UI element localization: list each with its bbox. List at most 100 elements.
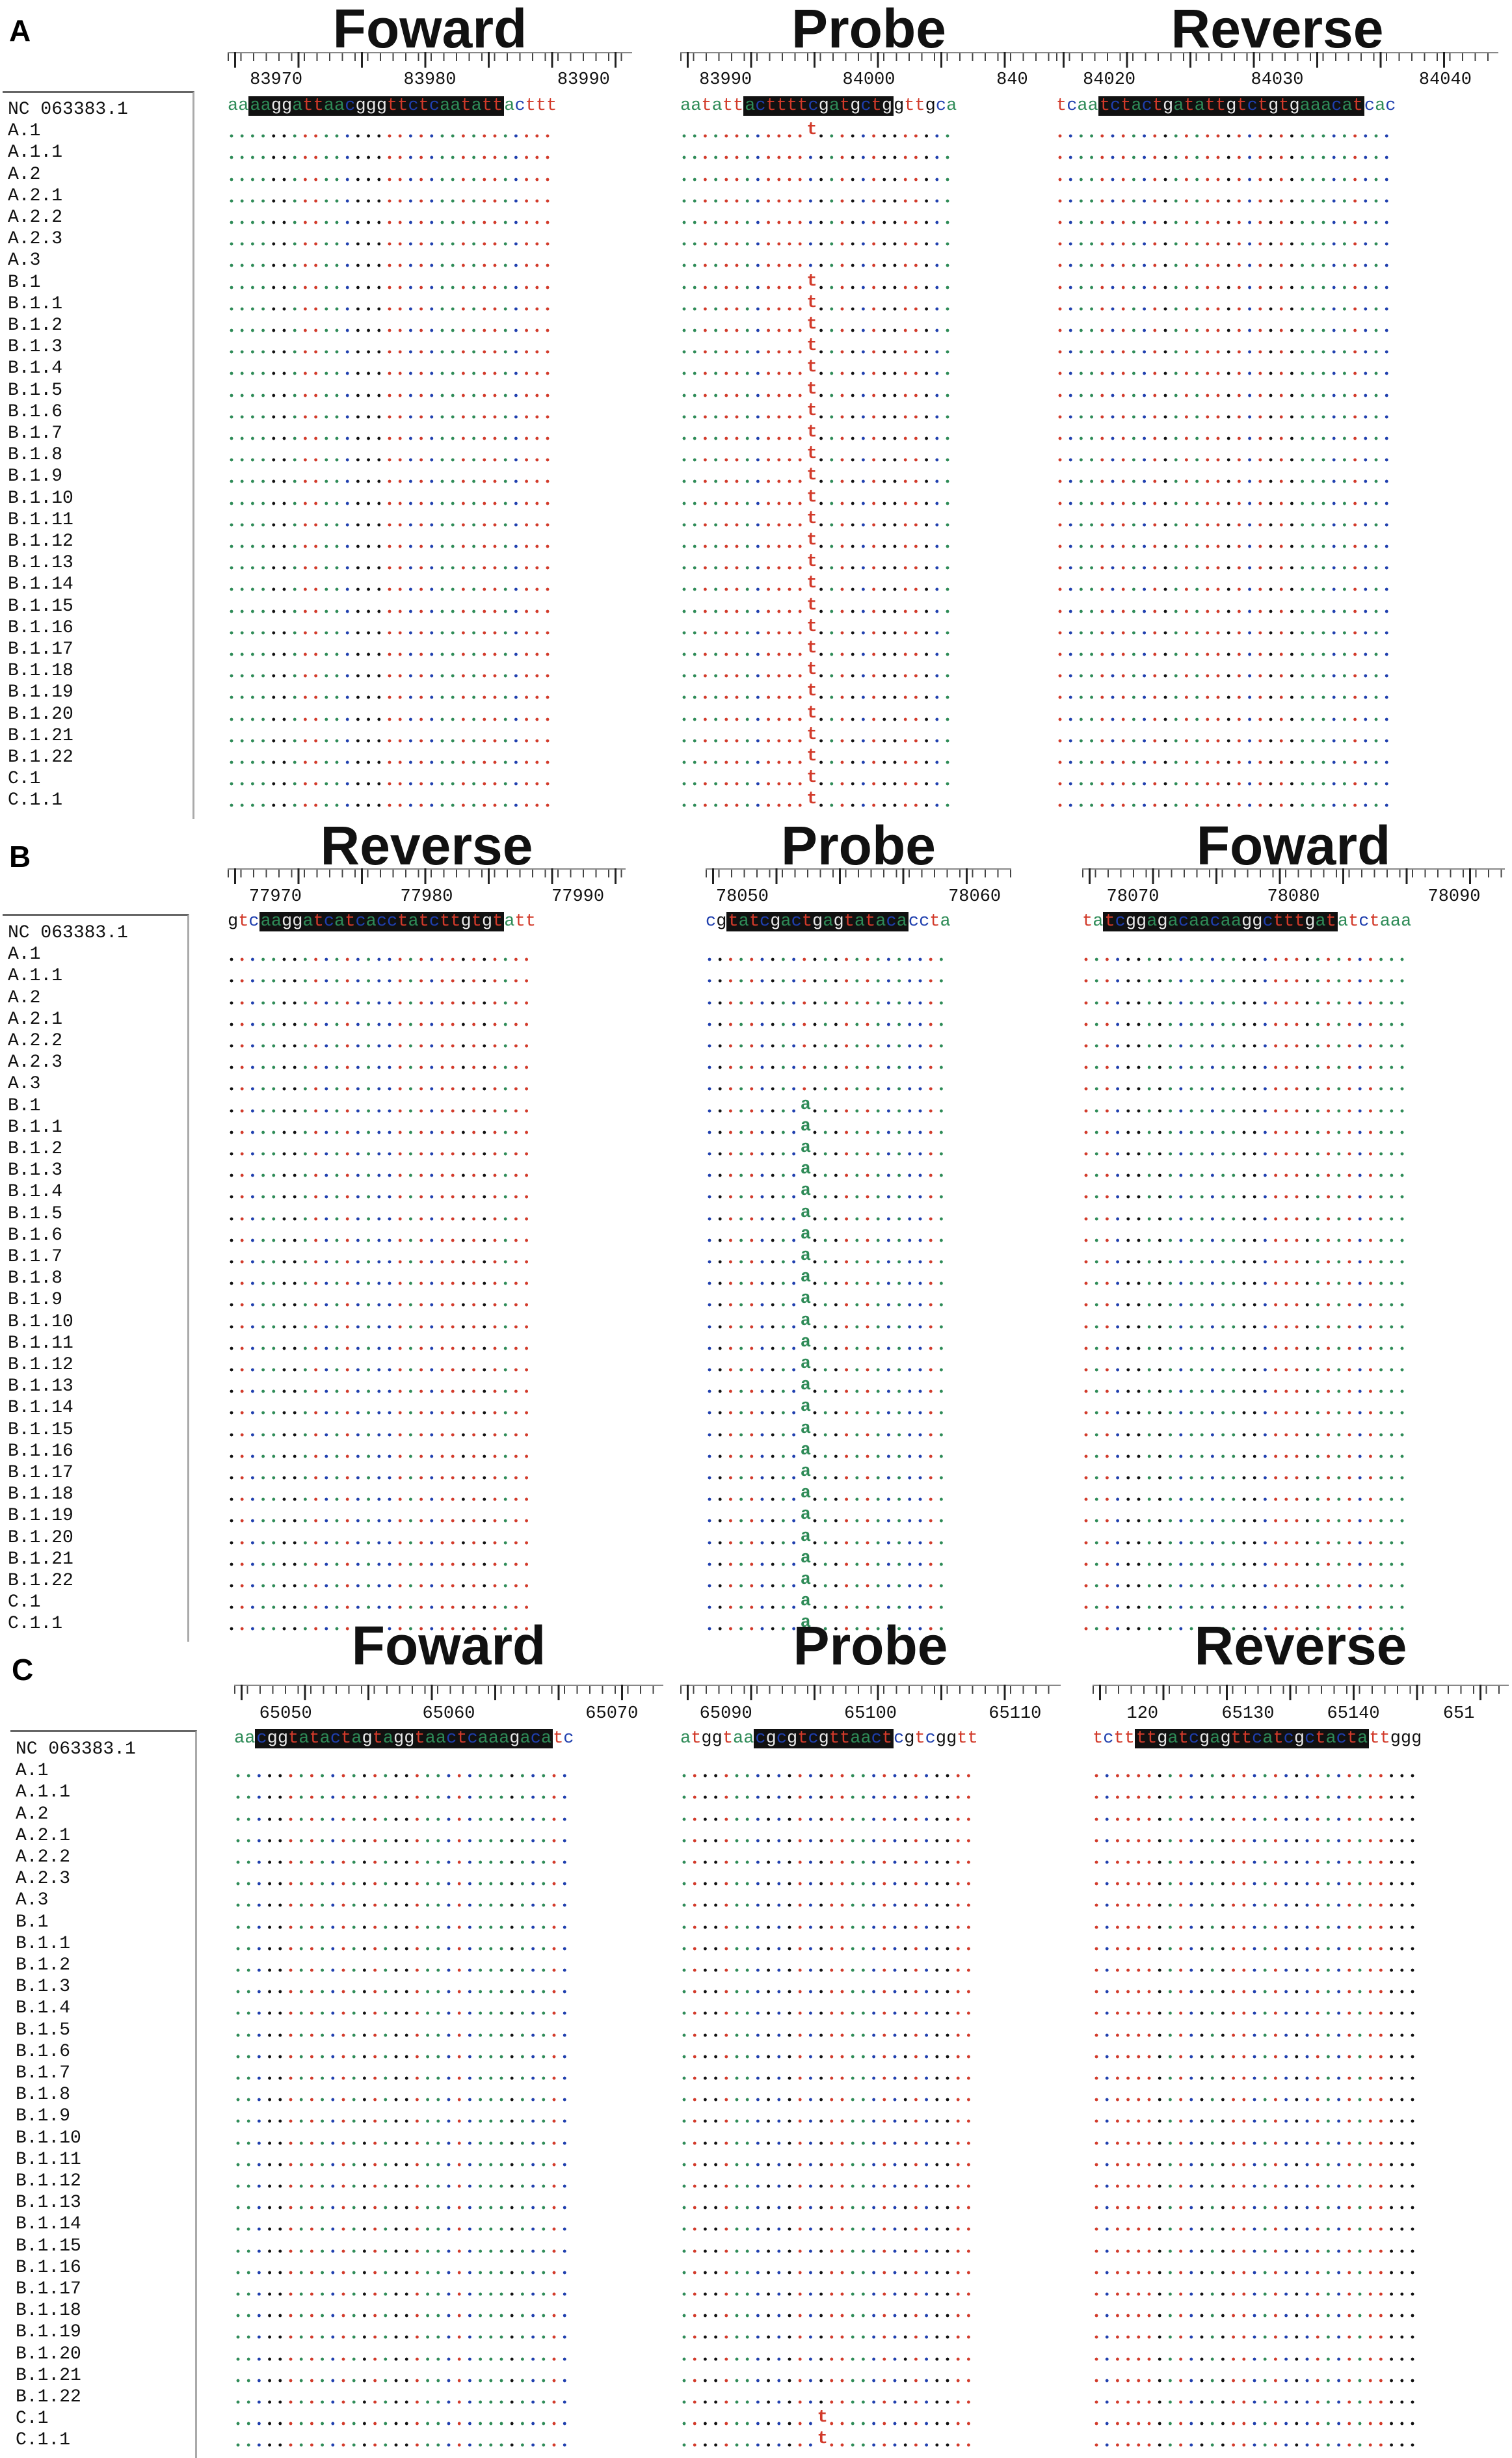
identity-dot-row [228,278,560,299]
identity-dot-row [1056,191,1399,213]
identity-dot-row [228,321,560,342]
variant-base: t [806,595,817,615]
sequence-name: B.1.11 [8,509,73,530]
variant-base: t [806,639,817,658]
identity-dot-row [1082,1382,1414,1404]
position-ruler-major-ticks [712,868,1011,884]
sequence-name-list: NC 063383.1 A.1 A.1.1 A.2 A.2.1 A.2.2 A.2.3 A.3… [10,1730,197,2458]
identity-dot-row [1082,1145,1414,1166]
identity-dot-row [228,213,560,234]
identity-dot-row [228,386,560,407]
identity-dot-row [680,559,960,580]
sequence-name: A.3 [16,1890,49,1911]
identity-dot-row [234,2241,577,2263]
identity-dot-row [234,2177,577,2198]
flank-sequence: ta [1082,912,1104,931]
identity-dot-row [680,2155,981,2176]
sequence-name: A.3 [8,1074,41,1095]
sequence-name: B.1.19 [16,2322,81,2343]
variant-base: a [800,1311,811,1331]
identity-dot-row [228,1512,538,1533]
identity-dot-row [234,2436,577,2457]
identity-dot-row [680,343,960,364]
identity-dot-row [680,645,960,666]
identity-dot-row [1093,2155,1425,2176]
identity-dot-row [680,2177,981,2198]
identity-dot-row [228,731,560,753]
identity-dot-row [1093,2436,1425,2457]
flank-sequence: tctt [1093,1729,1135,1748]
variant-base: a [800,1440,811,1460]
identity-dot-row [228,645,560,666]
reference-sequence: aacggtatactagtaggtaactcaaagacatc [234,1728,574,1750]
variant-base: a [800,1116,811,1136]
identity-dot-row [228,1123,538,1144]
identity-dot-row [680,191,960,213]
block-heading: Probe [791,0,947,59]
identity-dot-row [680,451,960,472]
identity-dot-row [228,1188,538,1209]
identity-dot-row [228,623,560,645]
flank-sequence: ttggg [1369,1729,1422,1748]
flank-sequence: ccta [908,912,951,931]
position-ruler-major-ticks [234,868,626,884]
sequence-name: B.1.4 [8,1182,63,1203]
identity-dot-row [1082,1317,1414,1339]
identity-dot-row [1093,1810,1425,1831]
identity-dot-row [234,2371,577,2392]
sequence-name: B.1.20 [8,704,73,725]
identity-dot-row [680,1810,981,1831]
identity-dot-row [680,1853,981,1874]
identity-dot-row [228,299,560,321]
identity-dot-row [1093,1853,1425,1874]
identity-dot-row [234,1917,577,1939]
sequence-name: B.1.6 [8,401,63,422]
flank-sequence: tc [553,1729,574,1748]
variant-base: t [806,423,817,442]
identity-dot-row [228,127,560,148]
flank-sequence: acttt [504,96,557,116]
variant-base: t [806,315,817,334]
sequence-name: B.1.11 [16,2149,81,2170]
variant-base: a [800,1613,811,1633]
identity-dot-row [1082,1188,1414,1209]
identity-dot-row [680,2306,981,2328]
ruler-tick-label: 78090 [1427,887,1481,907]
sequence-name: B.1.1 [16,1933,71,1954]
position-ruler-major-ticks [687,1685,1061,1700]
block-heading: Reverse [1194,1615,1407,1676]
sequence-name: B.1.22 [16,2387,81,2407]
sequence-name: B.1.20 [8,1527,73,1548]
identity-dot-row [1093,1831,1425,1852]
identity-dot-row [680,1939,981,1960]
ruler-tick-label: 77990 [551,887,605,907]
variant-base: t [806,379,817,399]
variant-base: t [806,509,817,529]
identity-dot-row [1082,1231,1414,1252]
identity-dot-row [228,148,560,170]
identity-dot-row [1082,1296,1414,1317]
identity-dot-row [706,1101,953,1123]
identity-dot-row [228,1577,538,1597]
sequence-name: B.1.21 [8,725,73,746]
variant-base: t [806,574,817,594]
sequence-name: B.1.13 [16,2193,81,2213]
identity-dot-row [1082,1037,1414,1058]
identity-dot-row [680,321,960,342]
identity-dot-row [706,1533,953,1555]
identity-dot-row [228,1037,538,1058]
ruler-tick-label: 84000 [842,70,895,90]
variant-base: a [800,1246,811,1266]
variant-base: t [806,444,817,464]
identity-dot-row [1093,2285,1425,2306]
variant-base: a [800,1462,811,1482]
sequence-name: B.1.3 [8,337,63,358]
identity-dot-row [680,2025,981,2047]
identity-dot-row [680,2004,981,2025]
identity-dot-row [1056,731,1399,753]
identity-dot-row [234,1853,577,1874]
identity-dot-row [228,1058,538,1080]
identity-dot-row [680,2241,981,2263]
primer-target-sequence: aaggatcatcacctatcttgtgt [259,912,505,931]
sequence-name: B.1.5 [8,1203,63,1224]
